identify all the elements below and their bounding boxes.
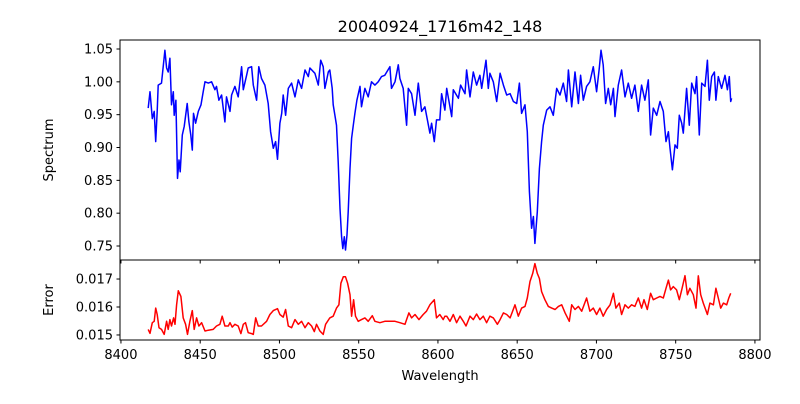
x-tick-label: 8750 (659, 348, 692, 363)
spectrum-y-tick-label: 0.90 (84, 141, 113, 156)
spectrum-y-tick-label: 0.80 (84, 207, 113, 222)
x-tick-label: 8700 (580, 348, 613, 363)
x-tick-label: 8600 (421, 348, 454, 363)
x-tick-label: 8550 (342, 348, 375, 363)
error-y-tick-label: 0.016 (76, 300, 113, 315)
spectrum-y-tick-label: 0.85 (84, 174, 113, 189)
error-axes-frame (119, 259, 761, 341)
spectrum-series-line (147, 49, 733, 251)
chart-title: 20040924_1716m42_148 (338, 17, 543, 37)
spectrum-y-label: Spectrum (42, 119, 57, 182)
error-axes: 0.015 0.016 0.017 8400 8450 8500 8550 8600 8650 8… (76, 259, 771, 363)
x-tick-label: 8400 (104, 348, 137, 363)
error-series-line (147, 262, 732, 336)
spectrum-y-tick-label: 0.75 (84, 240, 113, 255)
spectrum-y-tick-label: 0.95 (84, 108, 113, 123)
x-tick-label: 8450 (184, 348, 217, 363)
spectrum-y-tick-label: 1.00 (84, 75, 113, 90)
x-tick-label: 8650 (501, 348, 534, 363)
x-tick-label: 8500 (263, 348, 296, 363)
error-y-tick-label: 0.017 (76, 273, 113, 288)
x-tick-label: 8800 (738, 348, 771, 363)
x-axis-label: Wavelength (401, 369, 478, 384)
error-y-label: Error (42, 284, 57, 316)
error-y-tick-label: 0.015 (76, 328, 113, 343)
spectrum-y-tick-label: 1.05 (84, 42, 113, 57)
